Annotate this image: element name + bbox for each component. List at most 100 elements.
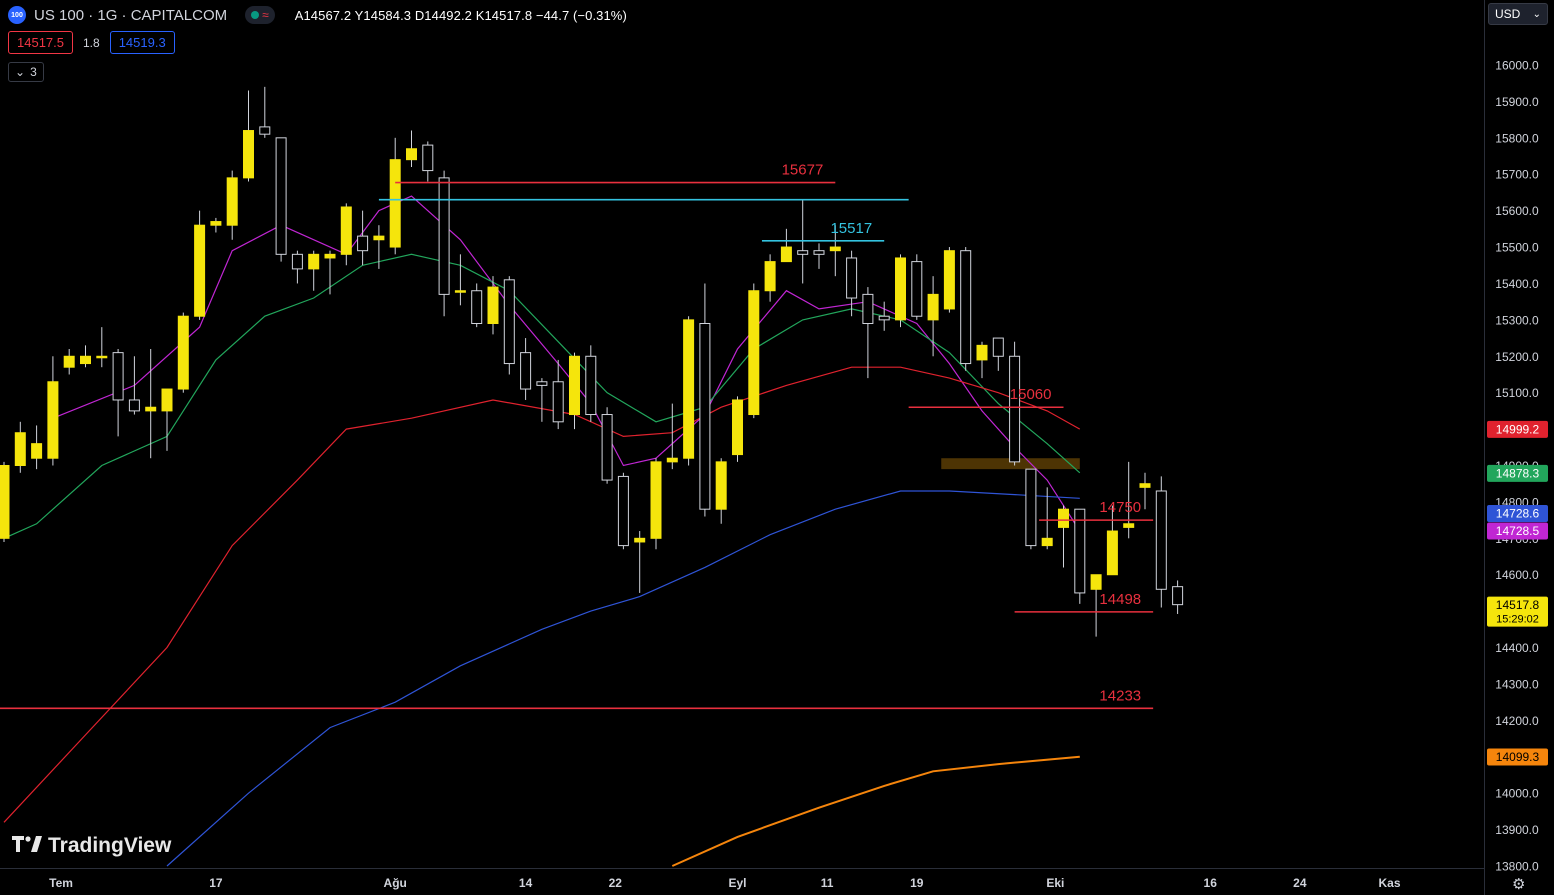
buy-button[interactable]: 14519.3	[109, 31, 175, 54]
candle	[699, 283, 711, 517]
candle	[1025, 468, 1037, 550]
symbol-icon[interactable]: 100	[8, 6, 26, 24]
candle-body	[846, 257, 858, 299]
candle-body	[797, 250, 809, 255]
moving-average-line	[3, 253, 1081, 539]
level-label: 14498	[1099, 591, 1141, 608]
settings-gear-icon[interactable]: ⚙	[1512, 876, 1526, 893]
candle-body	[1074, 508, 1086, 594]
candle	[31, 425, 43, 470]
candle-body	[291, 253, 303, 270]
candle	[536, 378, 548, 422]
candle	[373, 225, 385, 269]
candle	[683, 316, 695, 466]
moving-average-line	[3, 366, 1081, 823]
candle-body	[96, 355, 108, 359]
x-tick-label: Eki	[1046, 876, 1064, 890]
indicators-toggle[interactable]: ⌄ 3	[8, 62, 44, 82]
candle-body	[617, 475, 629, 547]
y-tick-label: 15700.0	[1495, 168, 1539, 182]
candle	[275, 137, 287, 262]
moving-average-line	[166, 490, 1080, 867]
candle-body	[634, 537, 646, 543]
price-axis-badge: 14517.8 15:29:02	[1487, 596, 1548, 627]
indicator-legend: ⌄ 3	[8, 62, 44, 82]
level-label: 15677	[782, 162, 824, 179]
candle-body	[357, 235, 369, 252]
candle-body	[943, 250, 955, 310]
x-tick-label: 22	[609, 876, 623, 890]
candle-body	[128, 399, 140, 412]
candle-body	[1058, 508, 1069, 528]
candle-body	[699, 323, 711, 510]
symbol-title[interactable]: US 100 · 1G · CAPITALCOM	[34, 6, 228, 24]
candle-body	[112, 352, 124, 401]
candle-body	[1090, 574, 1102, 590]
quote-row: 14517.5 1.8 14519.3	[8, 31, 175, 54]
price-axis-badge: 14728.5	[1487, 522, 1548, 540]
spread-value: 1.8	[83, 35, 100, 50]
y-tick-label: 15900.0	[1495, 95, 1539, 109]
candle-body	[650, 461, 662, 539]
candle-body	[911, 261, 923, 317]
candle	[878, 301, 890, 331]
candle	[47, 356, 59, 466]
x-tick-label: 24	[1293, 876, 1307, 890]
candle-body	[976, 344, 988, 361]
x-tick-label: 19	[910, 876, 924, 890]
badge-value: 14878.3	[1496, 466, 1540, 480]
x-tick-label: 16	[1204, 876, 1218, 890]
candle	[732, 396, 743, 462]
market-status[interactable]: ≈	[245, 6, 275, 24]
candle	[389, 137, 401, 255]
candle	[911, 254, 923, 320]
chevron-down-icon: ⌄	[1532, 8, 1541, 20]
candle	[210, 217, 222, 233]
candle	[438, 170, 450, 317]
candle	[617, 472, 629, 550]
candle	[422, 141, 434, 182]
x-tick-label: 11	[821, 876, 834, 890]
market-open-icon	[251, 11, 260, 19]
candle	[960, 247, 972, 371]
tradingview-logo[interactable]: TradingView	[12, 834, 171, 858]
candle	[552, 359, 564, 430]
badge-bg	[1487, 748, 1548, 766]
x-tick-label: Tem	[49, 876, 73, 890]
y-tick-label: 15800.0	[1495, 131, 1539, 145]
candle	[1172, 580, 1184, 614]
candle	[96, 327, 108, 368]
x-tick-label: Eyl	[728, 876, 746, 890]
currency-select[interactable]: USD ⌄	[1488, 3, 1548, 25]
badge-value: 14099.3	[1496, 750, 1540, 764]
candle	[520, 338, 532, 400]
candle-body	[454, 290, 466, 293]
candle-body	[226, 177, 238, 226]
candle	[80, 345, 91, 368]
x-tick-label: Kas	[1378, 876, 1400, 890]
candle	[943, 247, 955, 313]
candle	[194, 210, 206, 320]
candle-body	[14, 432, 26, 466]
x-tick-label: 14	[519, 876, 533, 890]
candle	[324, 250, 336, 295]
candle	[569, 352, 580, 430]
y-tick-label: 14300.0	[1495, 677, 1539, 691]
sell-button[interactable]: 14517.5	[8, 31, 73, 54]
badge-bg	[1487, 464, 1548, 482]
candle	[177, 312, 189, 393]
candle	[503, 276, 515, 375]
candle-body	[1139, 483, 1151, 488]
candle	[1155, 476, 1167, 608]
candle-body	[389, 159, 401, 248]
y-tick-label: 15600.0	[1495, 204, 1539, 218]
candle-body	[161, 388, 173, 412]
candle	[976, 341, 988, 379]
y-tick-label: 14200.0	[1495, 714, 1539, 728]
y-tick-label: 14600.0	[1495, 568, 1539, 582]
candle	[895, 254, 906, 328]
candle	[1058, 505, 1069, 568]
candle-body	[194, 224, 206, 317]
candle	[487, 276, 499, 335]
